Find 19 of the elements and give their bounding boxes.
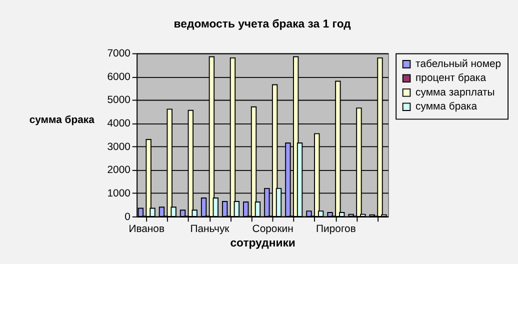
x-tick-label: Паньчук — [190, 224, 230, 236]
y-tick-label: 4000 — [107, 118, 131, 130]
legend-label: сумма зарплаты — [416, 87, 495, 98]
x-tick-label: Сорокин — [252, 224, 294, 236]
legend-label: процент брака — [416, 73, 486, 84]
y-axis-title: сумма брака — [29, 114, 95, 126]
y-tick-label: 6000 — [107, 72, 131, 83]
y-tick-label: 7000 — [107, 48, 131, 60]
y-tick-label: 1000 — [107, 188, 131, 200]
x-axis-title: сотрудники — [230, 237, 296, 250]
x-tick-label: Пирогов — [316, 224, 356, 236]
y-tick-label: 3000 — [107, 142, 131, 153]
y-tick-label: 2000 — [107, 165, 131, 176]
legend-label: сумма брака — [416, 102, 478, 113]
y-tick-label: 5000 — [107, 95, 131, 106]
y-tick-label: 0 — [124, 212, 131, 223]
x-tick-label: Иванов — [128, 224, 165, 236]
chart-title: ведомость учета брака за 1 год — [174, 18, 352, 31]
legend-label: табельный номер — [416, 59, 502, 70]
